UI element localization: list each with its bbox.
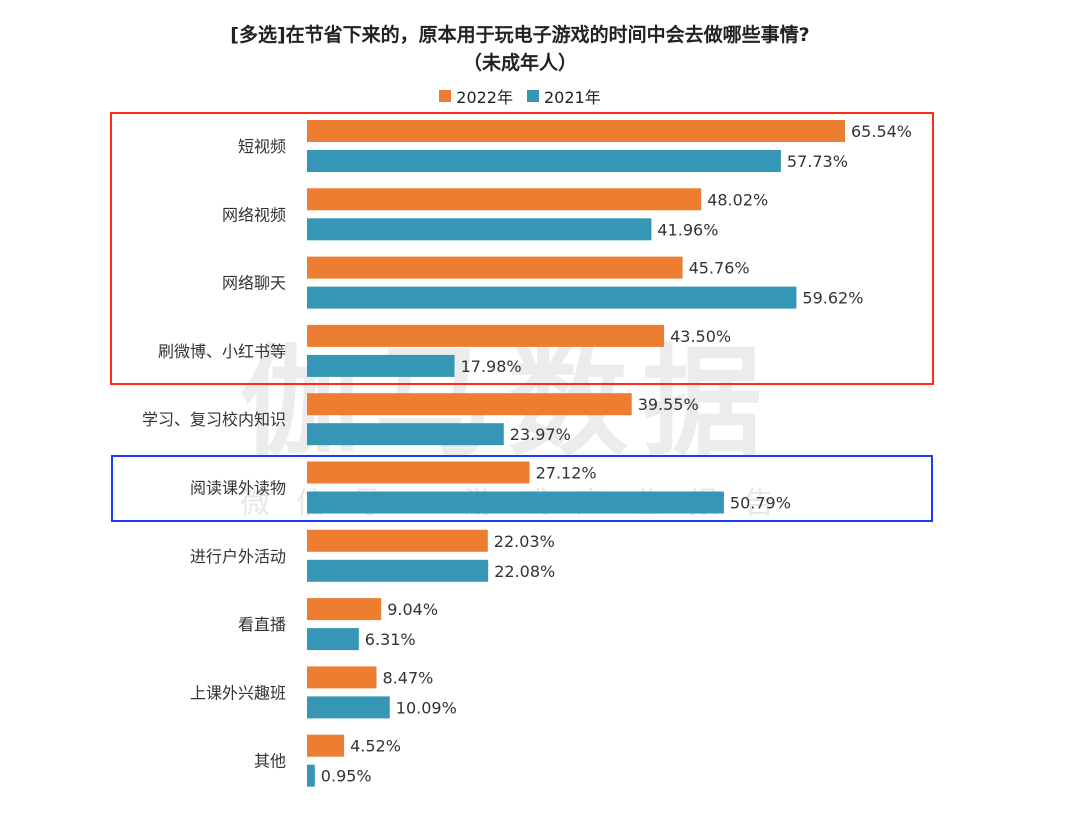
category-label: 上课外兴趣班 [190,683,286,702]
chart-title: [多选]在节省下来的，原本用于玩电子游戏的时间中会去做哪些事情? [230,24,810,46]
highlight-box-red [110,112,934,385]
bar-2021 [307,764,315,787]
category-label: 短视频 [238,137,286,156]
data-label-2021: 41.96% [657,220,718,239]
bar-2021 [307,491,724,514]
category-label: 刷微博、小红书等 [158,342,286,361]
bar-2021 [307,559,489,582]
data-label-2022: 22.03% [494,532,555,551]
data-label-2021: 50.79% [730,494,791,513]
data-label-2022: 43.50% [670,327,731,346]
bar-2022 [307,734,345,757]
category-label: 网络视频 [222,205,286,224]
bar-2021 [307,218,652,241]
data-label-2022: 45.76% [689,259,750,278]
chart-subtitle: （未成年人） [462,52,577,74]
data-label-2021: 0.95% [321,767,372,786]
category-label: 看直播 [238,615,286,634]
data-label-2021: 22.08% [494,562,555,581]
category-label: 阅读课外读物 [190,479,286,498]
category-label: 学习、复习校内知识 [142,410,286,429]
data-label-2021: 59.62% [802,289,863,308]
bar-2022 [307,120,845,142]
data-label-2022: 39.55% [638,395,699,414]
bar-2021 [307,628,359,651]
legend-swatch-2022 [439,90,452,102]
legend-item-2022: 2022年 [439,84,513,108]
data-label-2022: 8.47% [383,668,434,687]
legend-label-2021: 2021年 [544,88,601,107]
data-label-2022: 48.02% [707,190,768,209]
bar-2022 [307,529,488,552]
data-label-2022: 65.54% [851,122,912,141]
category-label: 网络聊天 [222,274,286,293]
bar-2021 [307,286,797,309]
legend: 2022年 2021年 [0,84,1040,108]
legend-label-2022: 2022年 [456,88,513,107]
category-label: 进行户外活动 [190,547,286,566]
bar-2021 [307,423,504,446]
bar-2021 [307,696,390,719]
data-label-2021: 57.73% [787,152,848,171]
data-label-2021: 10.09% [396,698,457,717]
bar-2021 [307,354,455,377]
legend-swatch-2021 [527,90,539,102]
bar-2022 [307,256,683,279]
data-label-2021: 6.31% [365,630,416,649]
bar-2022 [307,598,382,621]
legend-item-2021: 2021年 [527,84,601,108]
bar-2022 [307,188,702,211]
data-label-2021: 23.97% [510,425,571,444]
bar-2021 [307,150,781,172]
category-label: 其他 [254,752,286,771]
data-label-2022: 9.04% [387,600,438,619]
highlight-box-blue [111,455,933,522]
bar-2022 [307,324,665,347]
bar-2022 [307,393,632,416]
bar-2022 [307,666,377,689]
data-label-2022: 27.12% [536,464,597,483]
data-label-2022: 4.52% [350,737,401,756]
data-label-2021: 17.98% [461,357,522,376]
bar-2022 [307,461,530,484]
